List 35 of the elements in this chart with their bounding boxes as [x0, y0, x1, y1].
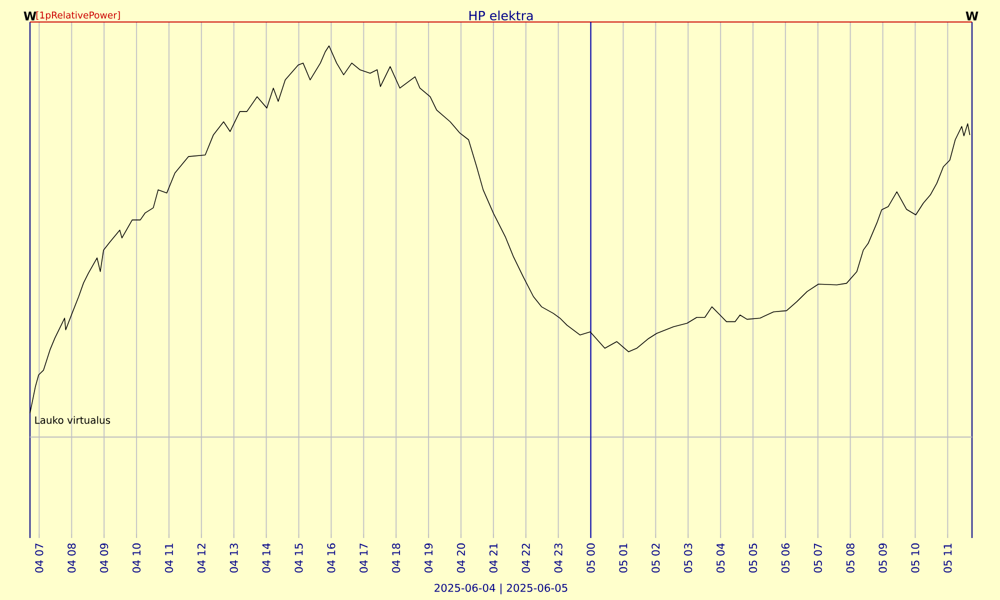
y-axis-title: W	[24, 12, 36, 20]
x-tick-label: 05 07	[814, 544, 822, 573]
x-tick-label: 05 04	[716, 543, 725, 573]
x-tick-label: 04 16	[327, 543, 336, 573]
series-label: Lauko virtualus	[35, 416, 110, 424]
x-tick-label: 04 15	[294, 544, 303, 573]
text: 2025-06-04 | 2025-06-05	[434, 584, 568, 594]
x-tick-label: 04 18	[392, 543, 400, 573]
x-tick-label: 04 07	[35, 544, 44, 573]
x-tick-label: 04 23	[554, 544, 562, 573]
x-tick-label: 04 10	[132, 543, 141, 573]
x-tick-label: 04 14	[262, 543, 270, 573]
x-tick-label: 05 08	[846, 543, 854, 573]
x-tick-label: 05 05	[748, 544, 758, 573]
x-tick-label: 05 02	[652, 544, 660, 573]
x-tick-label: 04 20	[456, 543, 466, 573]
x-tick-label: 04 12	[197, 544, 206, 573]
x-tick-label: 04 08	[68, 543, 76, 573]
x-tick-label: 05 00	[586, 543, 595, 573]
x-tick-label: 05 11	[944, 544, 952, 573]
chart-title: HP elektra	[469, 10, 533, 20]
x-tick-label: 04 19	[424, 543, 433, 573]
x-tick-label: 04 13	[230, 544, 238, 573]
x-tick-label: 04 11	[164, 544, 174, 573]
x-tick-label: 05 01	[619, 544, 628, 573]
y2-axis-title: W	[966, 12, 978, 20]
x-tick-label: 05 09	[878, 543, 887, 573]
x-tick-label: 05 10	[911, 543, 920, 573]
x-tick-label: 04 17	[360, 544, 368, 573]
x-tick-label: 04 21	[489, 544, 498, 573]
x-tick-label: 05 03	[684, 544, 692, 573]
text: [1pRelativePower]	[36, 11, 120, 20]
x-tick-label: 04 09	[100, 543, 108, 573]
x-tick-label: 05 06	[781, 543, 790, 573]
x-tick-label: 04 22	[522, 544, 530, 573]
